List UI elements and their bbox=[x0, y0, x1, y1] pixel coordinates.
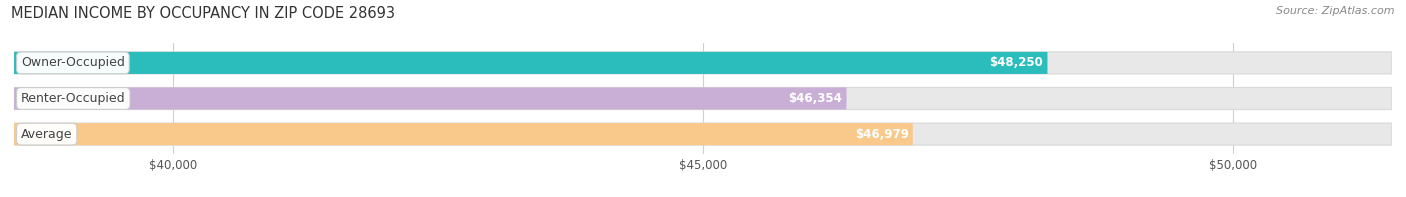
Text: $48,250: $48,250 bbox=[990, 56, 1043, 69]
FancyBboxPatch shape bbox=[14, 87, 1392, 110]
Text: Average: Average bbox=[21, 128, 73, 141]
FancyBboxPatch shape bbox=[14, 87, 846, 110]
FancyBboxPatch shape bbox=[14, 52, 1392, 74]
Text: Source: ZipAtlas.com: Source: ZipAtlas.com bbox=[1277, 6, 1395, 16]
Text: MEDIAN INCOME BY OCCUPANCY IN ZIP CODE 28693: MEDIAN INCOME BY OCCUPANCY IN ZIP CODE 2… bbox=[11, 6, 395, 21]
Text: $46,979: $46,979 bbox=[855, 128, 908, 141]
Text: Renter-Occupied: Renter-Occupied bbox=[21, 92, 125, 105]
FancyBboxPatch shape bbox=[14, 123, 912, 145]
Text: Owner-Occupied: Owner-Occupied bbox=[21, 56, 125, 69]
Text: $46,354: $46,354 bbox=[789, 92, 842, 105]
FancyBboxPatch shape bbox=[14, 123, 1392, 145]
FancyBboxPatch shape bbox=[14, 52, 1047, 74]
